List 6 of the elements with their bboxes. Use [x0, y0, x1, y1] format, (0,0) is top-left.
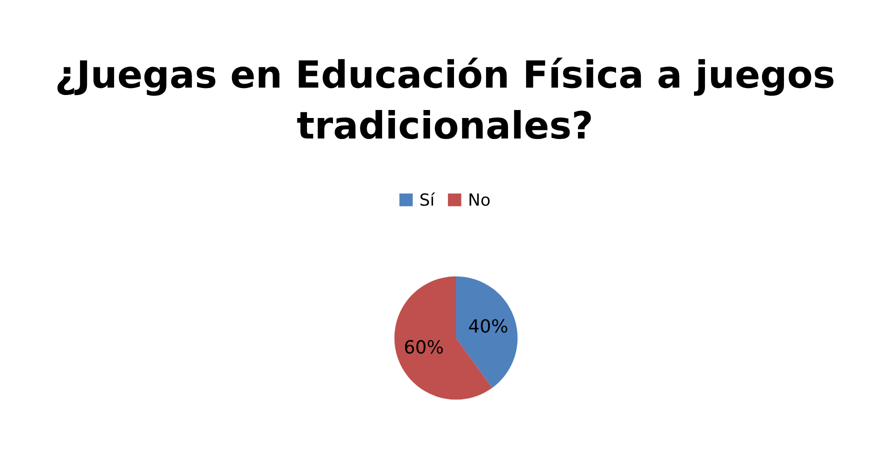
- data-label: 60%: [404, 340, 443, 354]
- data-label: 40%: [469, 319, 508, 333]
- legend-label: No: [470, 194, 490, 206]
- chart-title: ¿Juegas en Educación Física a juegos tradicionales?: [57, 58, 834, 140]
- pie-slice: [456, 276, 518, 388]
- legend-label: Sí: [420, 192, 436, 206]
